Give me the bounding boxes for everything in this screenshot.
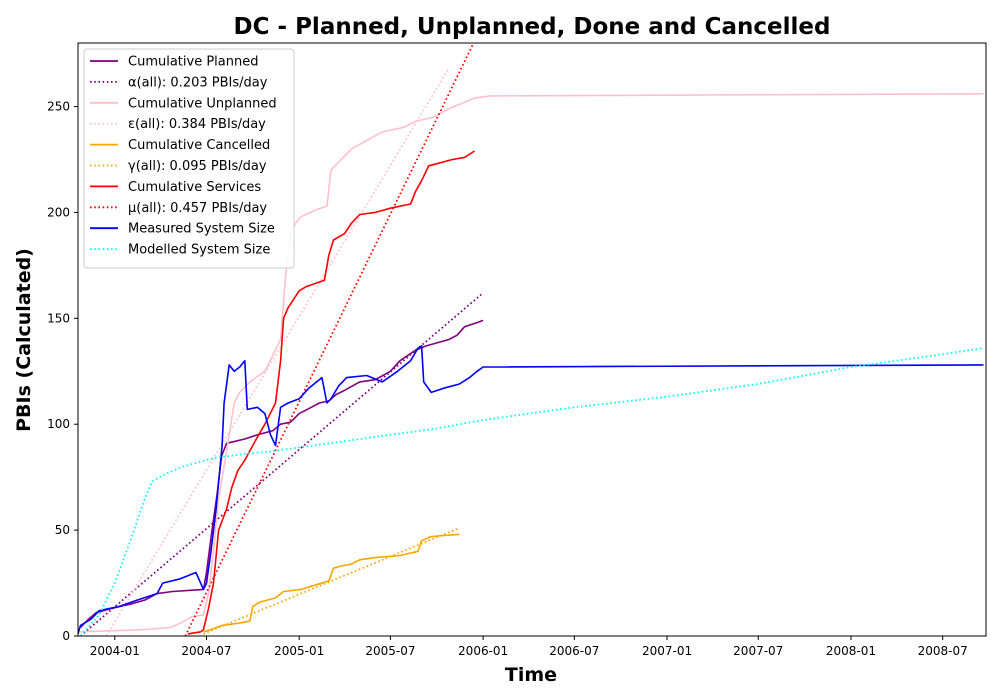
series-line-all-0-384-pbis-day [105, 67, 450, 636]
series-line-measured-system-size [78, 345, 984, 635]
y-axis: 0 50 100 150 200 250 [47, 100, 78, 643]
y-tick-label: 200 [47, 205, 70, 219]
x-tick-label: 2007-07 [733, 644, 783, 658]
legend-label: Cumulative Unplanned [128, 96, 277, 111]
legend-label: μ(all): 0.457 PBIs/day [128, 201, 267, 216]
x-tick-label: 2005-01 [274, 644, 324, 658]
y-tick-label: 250 [47, 100, 70, 114]
x-axis: 2004-01 2004-07 2005-01 2005-07 2006-01 2006-… [90, 636, 968, 658]
series-line-modelled-system-size [79, 347, 984, 636]
x-tick-label: 2006-07 [549, 644, 599, 658]
legend-box [83, 48, 295, 269]
chart-title: DC - Planned, Unplanned, Done and Cancel… [234, 14, 831, 40]
legend-label: Measured System Size [128, 222, 275, 237]
legend-label: Cumulative Services [128, 180, 261, 195]
x-tick-label: 2007-01 [642, 644, 692, 658]
x-tick-label: 2004-07 [181, 644, 231, 658]
x-axis-title: Time [505, 664, 557, 686]
y-axis-title: PBIs (Calculated) [13, 248, 35, 432]
x-tick-label: 2008-07 [918, 644, 968, 658]
y-tick-label: 0 [62, 629, 70, 643]
legend-label: Modelled System Size [128, 243, 270, 258]
legend-label: Cumulative Cancelled [128, 138, 270, 153]
y-tick-label: 150 [47, 311, 70, 325]
series-line-cumulative-cancelled [203, 533, 460, 633]
x-tick-label: 2005-07 [365, 644, 415, 658]
legend-label: γ(all): 0.095 PBIs/day [128, 159, 267, 174]
legend-label: ε(all): 0.384 PBIs/day [128, 117, 266, 132]
plot-frame [77, 42, 987, 637]
x-tick-label: 2004-01 [90, 644, 140, 658]
y-tick-label: 100 [47, 417, 70, 431]
legend-label: Cumulative Planned [128, 55, 258, 70]
legend-label: α(all): 0.203 PBIs/day [128, 75, 268, 90]
x-tick-label: 2008-01 [826, 644, 876, 658]
series-line-all-0-457-pbis-day [184, 43, 475, 636]
y-tick-label: 50 [55, 523, 70, 537]
legend: Cumulative Planned α(all): 0.203 PBIs/day… [83, 48, 295, 269]
x-tick-label: 2006-01 [458, 644, 508, 658]
series-line-cumulative-services [187, 150, 476, 635]
